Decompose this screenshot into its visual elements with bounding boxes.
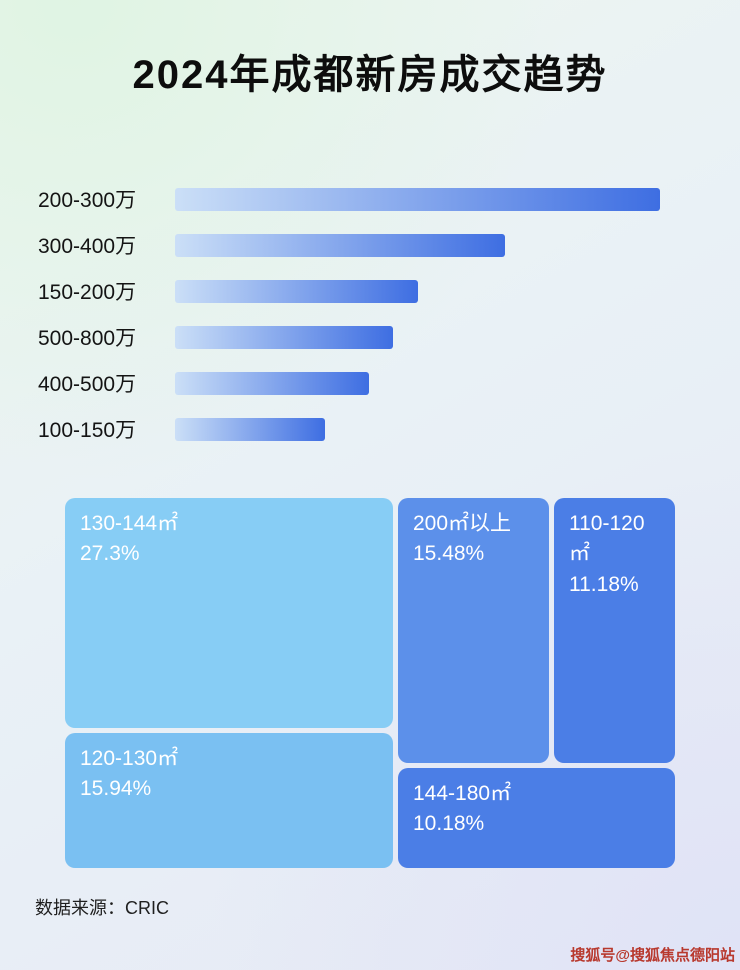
- treemap-value: 15.48%: [413, 542, 485, 566]
- bar-row: 200-300万: [38, 176, 702, 222]
- bar-row: 150-200万: [38, 268, 702, 314]
- bar-track: [175, 187, 660, 211]
- bar-row: 400-500万: [38, 360, 702, 406]
- watermark-label: 搜狐号@搜狐焦点德阳站: [570, 947, 735, 964]
- bar-fill: [175, 325, 394, 349]
- treemap-label: 130-144㎡: [80, 512, 179, 535]
- bar-fill: [175, 279, 418, 303]
- treemap-block-130-144: 130-144㎡ 27.3%: [65, 498, 393, 728]
- bar-track: [175, 279, 660, 303]
- data-source-label: 数据来源：CRIC: [35, 898, 169, 918]
- bar-fill: [175, 417, 326, 441]
- bar-label: 200-300万: [38, 189, 137, 212]
- bar-track: [175, 325, 660, 349]
- treemap-label: 200㎡以上: [413, 512, 512, 535]
- bar-fill: [175, 187, 660, 211]
- treemap-block-120-130: 120-130㎡ 15.94%: [65, 733, 393, 868]
- treemap-block-144-180: 144-180㎡ 10.18%: [398, 768, 675, 868]
- bar-label: 300-400万: [38, 235, 137, 258]
- treemap-label: 120-130㎡: [80, 747, 179, 770]
- treemap-block-110-120: 110-120㎡ 11.18%: [554, 498, 675, 763]
- treemap-value: 11.18%: [569, 572, 639, 596]
- bar-label: 500-800万: [38, 327, 137, 350]
- bar-label: 150-200万: [38, 281, 137, 304]
- bar-row: 500-800万: [38, 314, 702, 360]
- bar-track: [175, 417, 660, 441]
- treemap-label: 110-120㎡: [569, 512, 645, 566]
- area-share-treemap: 130-144㎡ 27.3% 200㎡以上 15.48% 110-120㎡ 11…: [65, 498, 675, 868]
- price-range-bar-chart: 200-300万 300-400万 150-200万 500-800万 400-…: [38, 176, 702, 452]
- bar-row: 100-150万: [38, 406, 702, 452]
- bar-label: 400-500万: [38, 373, 137, 396]
- treemap-value: 27.3%: [80, 542, 140, 566]
- page-title: 2024年成都新房成交趋势: [132, 53, 608, 97]
- treemap-value: 10.18%: [413, 812, 485, 836]
- treemap-label: 144-180㎡: [413, 782, 512, 805]
- treemap-value: 15.94%: [80, 777, 152, 801]
- bar-label: 100-150万: [38, 419, 137, 442]
- bar-row: 300-400万: [38, 222, 702, 268]
- bar-track: [175, 371, 660, 395]
- bar-fill: [175, 233, 505, 257]
- bar-track: [175, 233, 660, 257]
- bar-fill: [175, 371, 369, 395]
- treemap-block-200-plus: 200㎡以上 15.48%: [398, 498, 549, 763]
